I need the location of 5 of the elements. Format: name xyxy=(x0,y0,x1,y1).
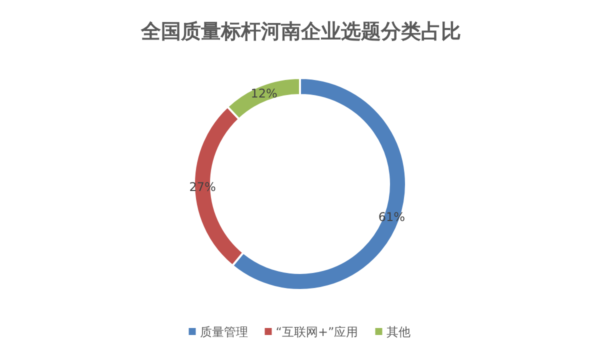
data-label: 12% xyxy=(250,86,278,100)
legend-label: 其他 xyxy=(386,325,410,339)
legend-label: 质量管理 xyxy=(200,325,248,339)
legend-label: “互联网+”应用 xyxy=(276,325,358,339)
chart-title: 全国质量标杆河南企业选题分类占比 xyxy=(140,19,461,43)
